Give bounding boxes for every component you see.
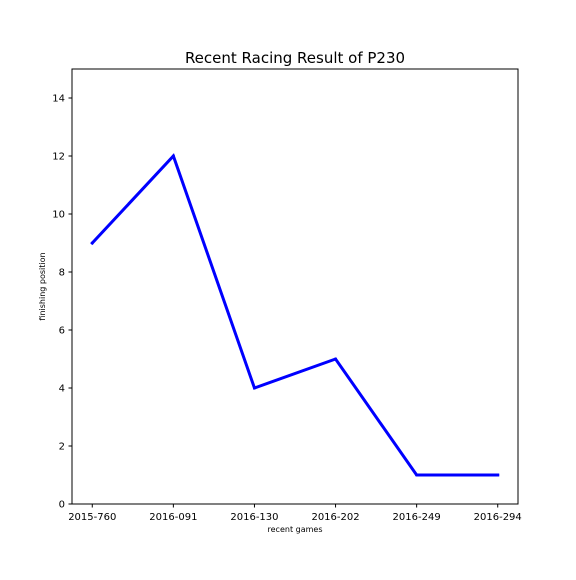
y-tick-label: 6 xyxy=(59,326,65,337)
y-tick-label: 4 xyxy=(59,384,65,395)
plot-area xyxy=(90,153,500,477)
x-tick-label: 2016-091 xyxy=(149,512,197,523)
x-axis-label: recent games xyxy=(268,525,323,534)
data-point xyxy=(496,473,500,477)
y-tick-label: 14 xyxy=(52,94,65,105)
chart-title: Recent Racing Result of P230 xyxy=(185,49,405,67)
data-point xyxy=(334,357,338,361)
y-tick-label: 2 xyxy=(59,442,65,453)
x-tick-label: 2016-202 xyxy=(311,512,359,523)
data-point xyxy=(415,473,419,477)
axes: 0 2 4 6 8 10 12 14 2015-760 2016-091 2016-130 2016-… xyxy=(52,94,522,524)
y-tick-label: 10 xyxy=(52,210,65,221)
y-tick-label: 0 xyxy=(59,500,65,511)
x-tick-label: 2016-249 xyxy=(393,512,441,523)
y-tick-label: 12 xyxy=(52,152,65,163)
data-point xyxy=(252,386,256,390)
series-line-0 xyxy=(90,153,500,477)
data-point xyxy=(90,241,94,245)
x-tick-label: 2016-294 xyxy=(474,512,522,523)
data-point xyxy=(171,154,175,158)
y-axis-label: finishing position xyxy=(38,252,47,320)
y-tick-label: 8 xyxy=(59,268,65,279)
axes-frame xyxy=(71,68,519,505)
x-tick-label: 2016-130 xyxy=(230,512,278,523)
x-tick-label: 2015-760 xyxy=(68,512,116,523)
